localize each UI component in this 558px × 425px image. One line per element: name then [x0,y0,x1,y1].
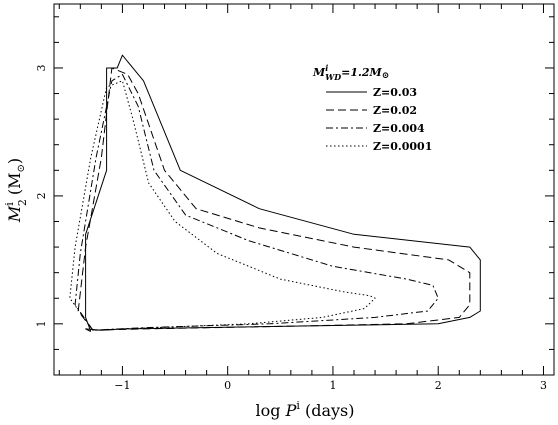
legend-title-var: M [312,66,326,79]
ylabel-sub: 2 [16,199,29,206]
x-tick-label: 3 [540,379,547,392]
plot-frame [53,3,555,376]
xlabel-unit: (days) [300,401,355,420]
y-axis-label: Mi2 (M⊙) [3,158,29,223]
ylabel-var: M [5,205,24,223]
svg-text:Mi2(M⊙): Mi2 (M⊙) [3,158,29,223]
legend-label: Z=0.03 [373,86,417,99]
legend-label: Z=0.02 [373,104,417,117]
ylabel-close: ) [5,158,24,164]
legend-label: Z=0.0001 [373,140,432,153]
legend-label: Z=0.004 [373,122,425,135]
y-tick-label: 3 [35,64,48,71]
y-tick-label: 2 [35,192,48,199]
legend: Mi WD=1.2M⊙ Z=0.03 Z=0.02 Z=0.004 Z=0.0001 [312,63,432,153]
y-tick-label: 1 [35,320,48,327]
tick-labels: −1 0 1 2 3 1 2 3 [35,64,547,392]
x-tick-label: 2 [435,379,442,392]
series-line [69,80,376,331]
legend-title-sun: ⊙ [382,71,390,81]
x-axis-label: log Pi (days) [256,399,355,420]
x-tick-label: 0 [224,379,231,392]
legend-title: Mi WD=1.2M⊙ [312,63,389,82]
xlabel-sup: i [296,399,300,412]
legend-title-sup: i [325,63,328,73]
legend-title-sub: WD [325,72,341,82]
series-line [85,54,481,332]
legend-title-rest: =1.2M [341,66,382,79]
xlabel-var: P [285,401,297,420]
series-line [74,73,439,331]
x-tick-label: −1 [114,379,130,392]
legend-entries: Z=0.03 Z=0.02 Z=0.004 Z=0.0001 [326,86,432,153]
axis-ticks [54,4,554,376]
series-layer [69,54,481,332]
ylabel-sup: i [3,202,16,206]
xlabel-main: log [256,401,286,420]
x-tick-label: 1 [329,379,336,392]
ylabel-sun: ⊙ [16,164,27,172]
series-line [77,67,471,331]
ylabel-unit: (M [5,173,24,196]
